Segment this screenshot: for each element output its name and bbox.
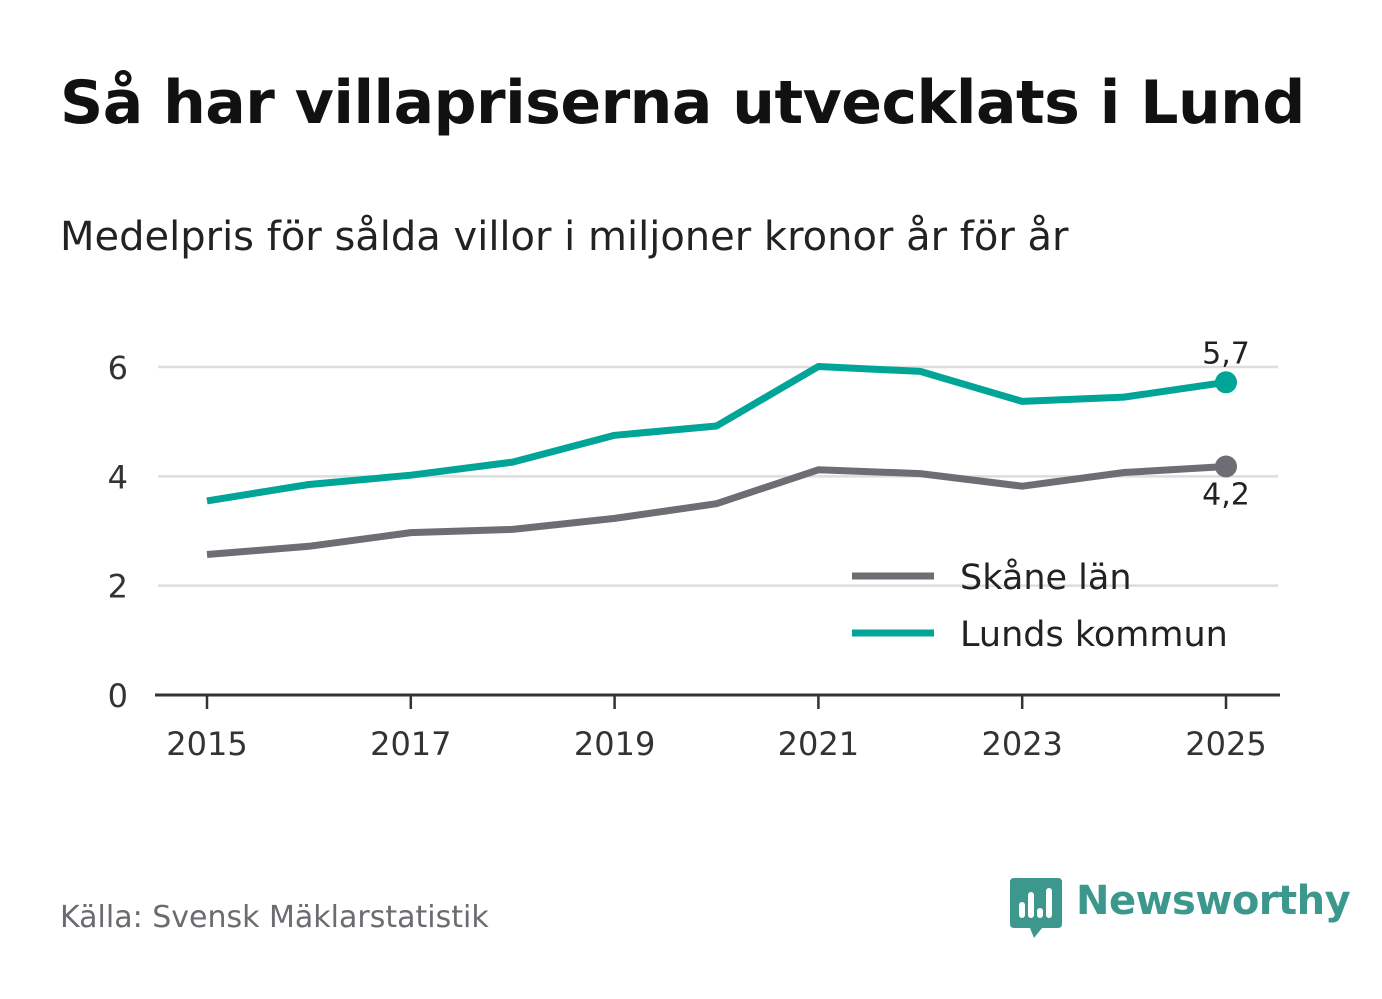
brand-name: Newsworthy (1076, 878, 1351, 924)
x-tick-label: 2025 (1185, 725, 1266, 763)
x-tick-label: 2015 (166, 725, 247, 763)
end-point-marker (1215, 455, 1237, 478)
end-point-marker (1215, 371, 1237, 394)
legend-label: Skåne län (960, 557, 1132, 598)
series-lines (206, 363, 1237, 558)
legend-label: Lunds kommun (960, 615, 1228, 655)
x-tick-label: 2021 (778, 725, 859, 763)
chart-subtitle: Medelpris för sålda villor i miljoner kr… (60, 214, 1069, 260)
y-tick-label: 6 (108, 349, 128, 387)
legend: Skåne län Lunds kommun (852, 557, 1228, 655)
y-tick-label: 0 (108, 677, 128, 715)
brand: Newsworthy (1010, 878, 1351, 940)
series-line-skane-lan (206, 463, 1227, 558)
x-tick-label: 2019 (574, 725, 655, 763)
y-tick-label: 4 (108, 458, 128, 496)
source-note: Källa: Svensk Mäklarstatistik (60, 900, 489, 935)
end-value-label: 4,2 (1202, 477, 1250, 512)
y-tick-label: 2 (108, 568, 128, 606)
x-tick-label: 2023 (981, 725, 1062, 763)
end-value-label: 5,7 (1202, 336, 1250, 371)
x-axis-tick-labels: 2015 2017 2019 2021 2023 2025 (166, 725, 1266, 763)
y-axis-tick-labels: 0 2 4 6 (108, 349, 128, 715)
x-tick-label: 2017 (370, 725, 451, 763)
chart-title: Så har villapriserna utvecklats i Lund (60, 68, 1305, 138)
x-axis (155, 693, 1280, 709)
series-line-lunds-kommun (206, 363, 1227, 505)
end-labels: 4,2 5,7 (1202, 336, 1250, 512)
newsworthy-logo-icon (1010, 878, 1062, 938)
